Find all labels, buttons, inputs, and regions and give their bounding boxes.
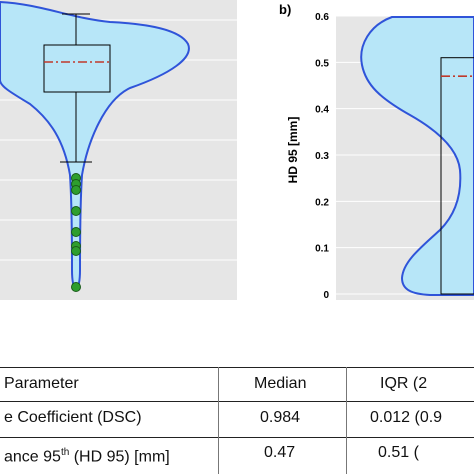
table-column-divider bbox=[218, 367, 219, 474]
row-hd95-parameter-prefix: ance 95 bbox=[4, 448, 61, 466]
panel-a bbox=[0, 0, 237, 300]
results-table: Parameter Median IQR (2 e Coefficient (D… bbox=[0, 367, 474, 474]
table-top-rule bbox=[0, 367, 474, 368]
row-dsc-median: 0.984 bbox=[260, 409, 301, 426]
panel-b-label: b) bbox=[279, 2, 291, 17]
row-hd95-parameter-suffix: (HD 95) [mm] bbox=[69, 448, 170, 466]
figure: b) HD 95 [mm] 0 0.1 0.2 0.3 0.4 0.5 0.6 bbox=[0, 0, 474, 301]
panel-b bbox=[336, 15, 474, 300]
table-header-rule bbox=[0, 401, 474, 402]
y-tick-label: 0.2 bbox=[315, 197, 329, 208]
outlier-point bbox=[71, 206, 81, 216]
row-hd95-parameter: ance 95th (HD 95) [mm] bbox=[4, 443, 170, 467]
panel-a-violin bbox=[0, 0, 190, 292]
table-column-divider bbox=[346, 367, 347, 474]
panel-b-violin bbox=[360, 16, 474, 296]
panel-a-boxplot bbox=[43, 13, 111, 163]
y-tick-label: 0.5 bbox=[315, 58, 329, 69]
header-iqr: IQR (2 bbox=[380, 375, 428, 392]
outlier-point bbox=[71, 282, 81, 292]
iqr-box bbox=[440, 57, 474, 295]
row-dsc-iqr: 0.012 (0.9 bbox=[370, 409, 443, 426]
row-hd95-iqr: 0.51 ( bbox=[378, 444, 419, 461]
row-dsc-parameter: e Coefficient (DSC) bbox=[4, 409, 142, 426]
y-tick-label: 0.1 bbox=[315, 244, 329, 255]
outlier-point bbox=[71, 227, 81, 237]
panel-b-y-ticks: 0 0.1 0.2 0.3 0.4 0.5 0.6 bbox=[315, 12, 329, 301]
row-hd95-parameter-sup: th bbox=[60, 447, 70, 458]
header-median: Median bbox=[254, 375, 307, 392]
panel-b-boxplot bbox=[440, 57, 474, 295]
header-parameter: Parameter bbox=[4, 375, 79, 392]
y-tick-label: 0 bbox=[323, 290, 329, 301]
outlier-point bbox=[71, 246, 81, 256]
panel-b-y-axis-title: HD 95 [mm] bbox=[286, 117, 300, 184]
y-tick-label: 0.4 bbox=[315, 105, 329, 116]
iqr-box bbox=[43, 44, 111, 93]
outlier-point bbox=[71, 185, 81, 195]
panel-a-outliers bbox=[71, 173, 81, 292]
y-tick-label: 0.6 bbox=[315, 12, 329, 23]
row-hd95-median: 0.47 bbox=[264, 444, 296, 461]
y-tick-label: 0.3 bbox=[315, 151, 329, 162]
table-row-rule bbox=[0, 437, 474, 438]
